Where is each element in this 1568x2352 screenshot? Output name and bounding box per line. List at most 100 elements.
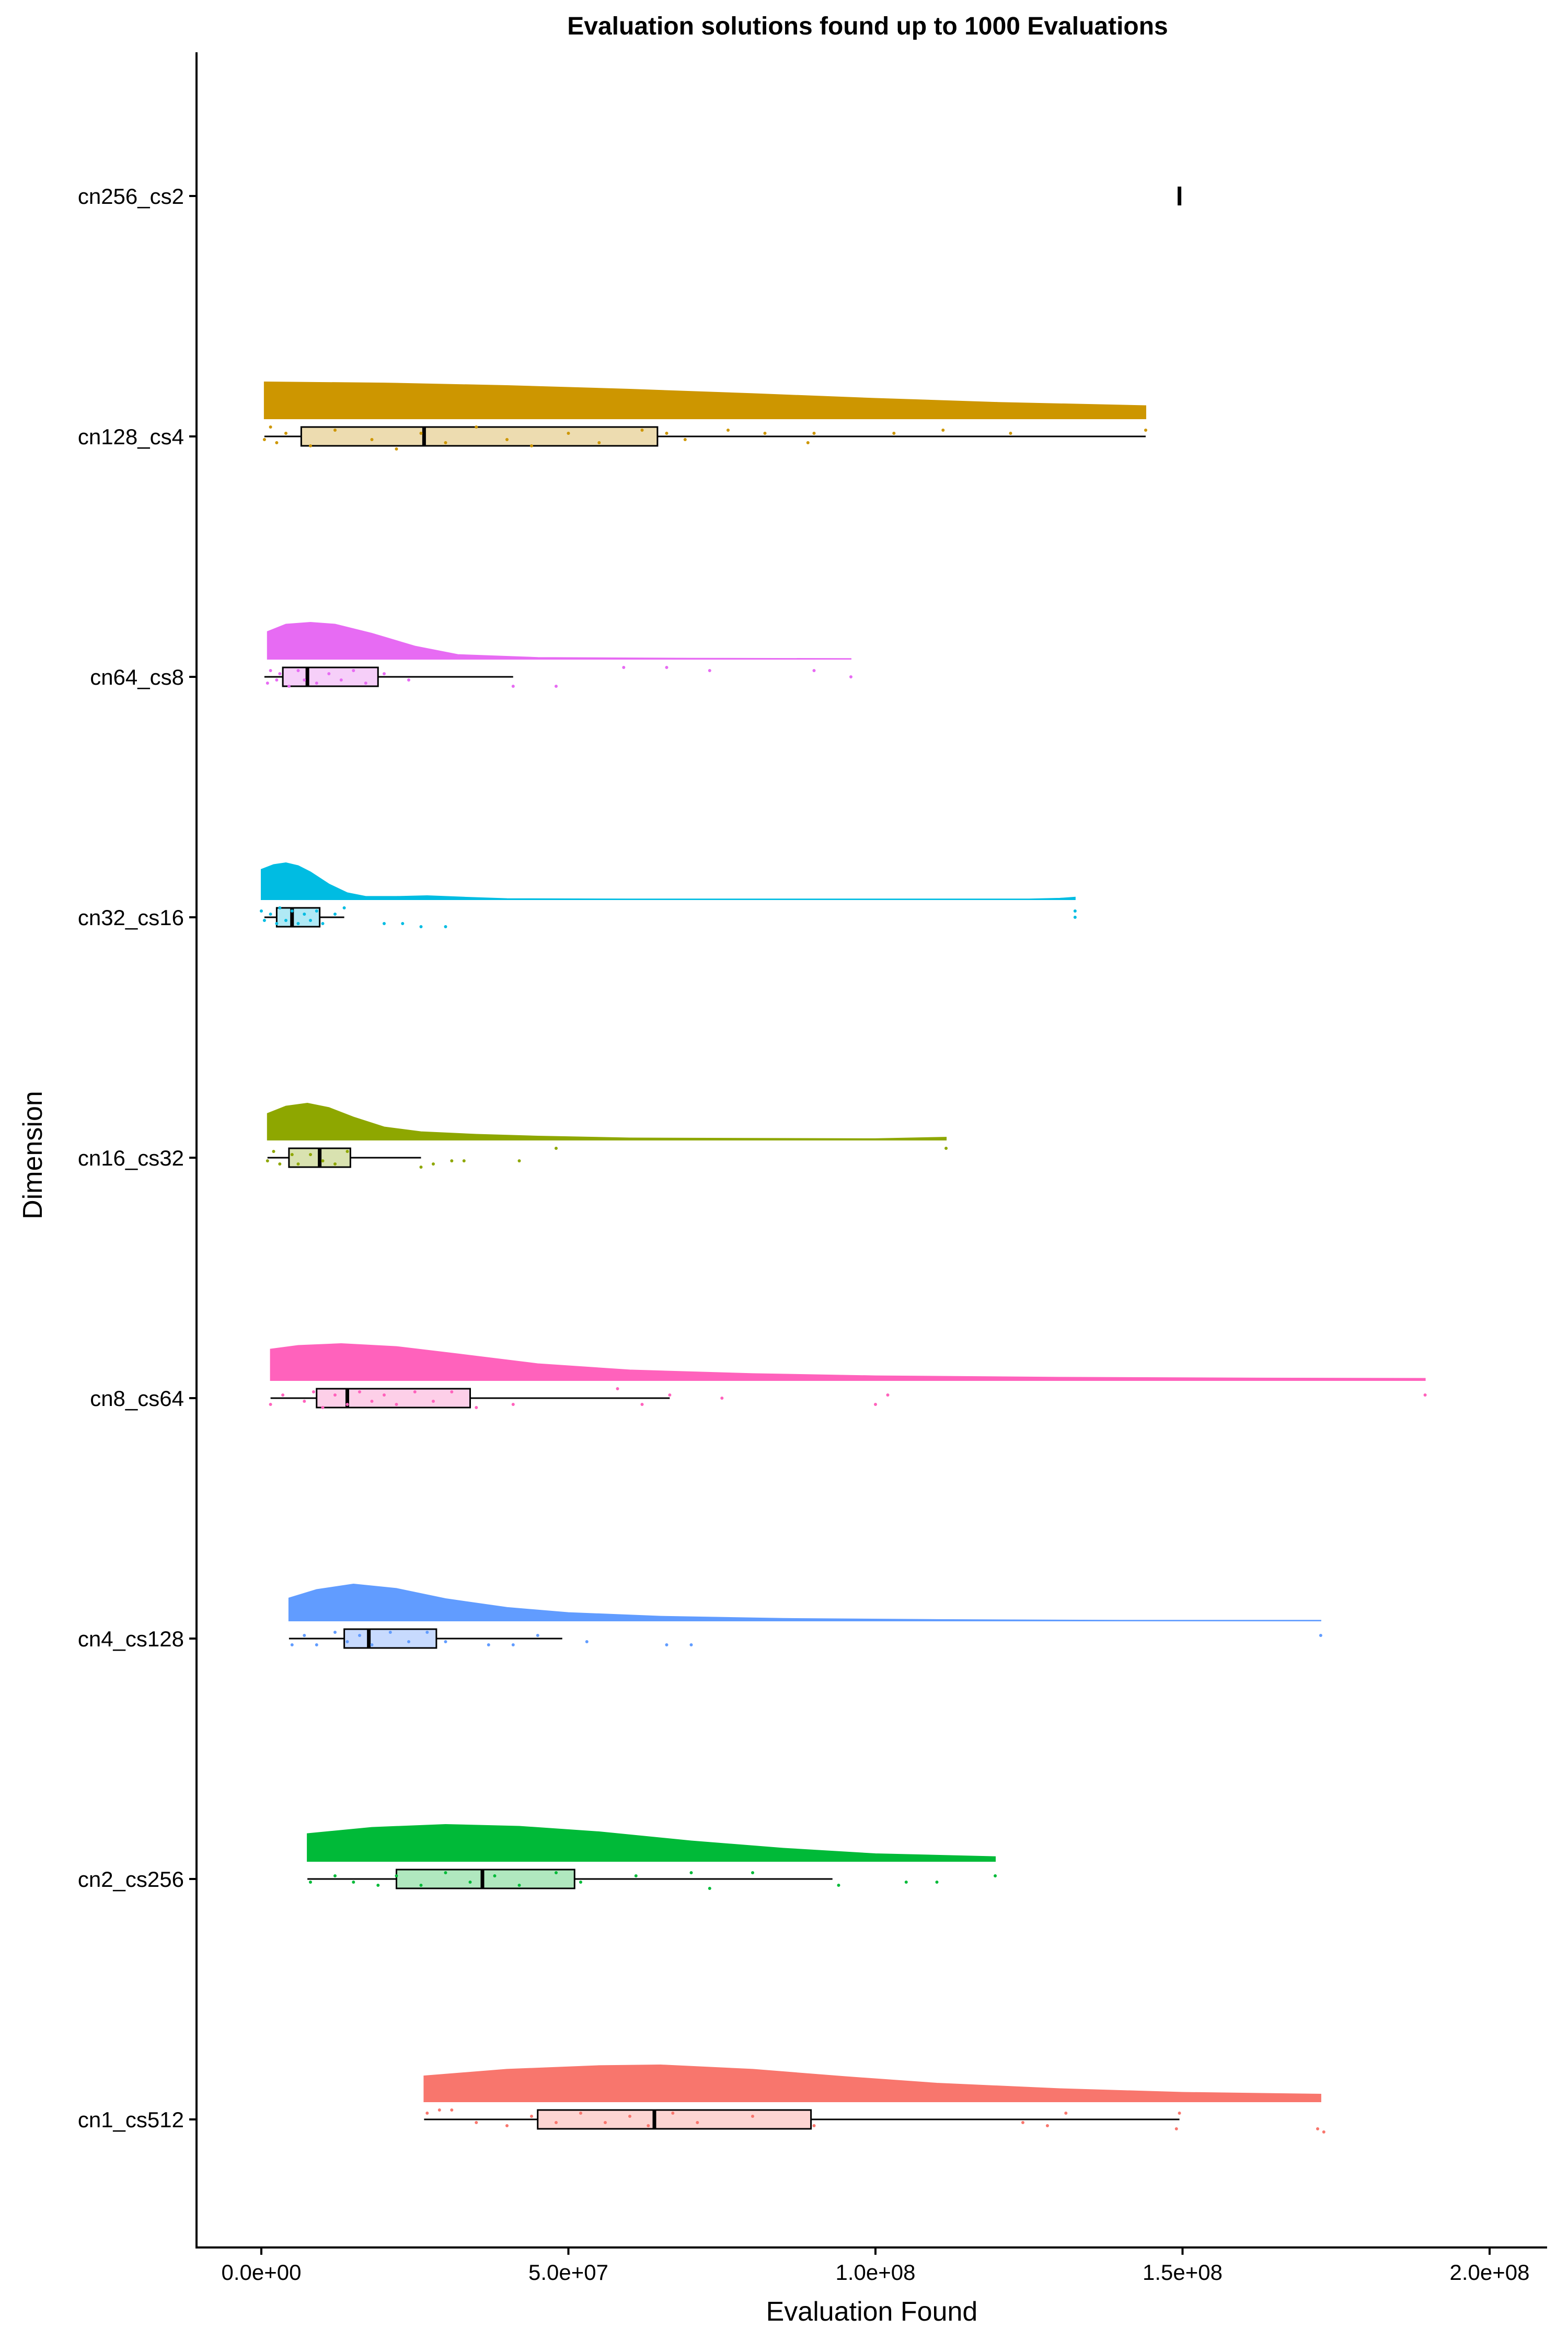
data-point	[269, 669, 272, 672]
data-point	[505, 438, 509, 441]
data-point	[462, 1159, 466, 1162]
data-point	[284, 432, 287, 435]
data-point	[345, 1640, 349, 1643]
data-point	[333, 913, 337, 916]
data-point	[262, 438, 266, 441]
series-cn64_cs8	[264, 621, 852, 688]
y-tick-label: cn256_cs2	[78, 184, 184, 209]
data-point	[333, 429, 337, 432]
series-cn32_cs16	[260, 862, 1077, 928]
data-point	[262, 919, 266, 922]
plot-area	[260, 187, 1427, 2134]
y-tick-label: cn16_cs32	[78, 1146, 184, 1170]
data-point	[505, 2124, 509, 2127]
data-point	[579, 1881, 582, 1884]
y-tick-label: cn2_cs256	[78, 1867, 184, 1892]
data-point	[388, 1631, 392, 1634]
data-point	[269, 425, 272, 429]
data-point	[401, 922, 405, 925]
data-point	[296, 1162, 300, 1166]
data-point	[309, 1881, 312, 1884]
density-cloud	[423, 2064, 1321, 2102]
series-cn2_cs256	[307, 1824, 997, 1890]
data-point	[407, 1640, 410, 1643]
x-axis-title: Evaluation Found	[766, 2297, 978, 2327]
data-point	[395, 447, 398, 451]
y-axis-ticks: cn256_cs2 cn128_cs4 cn64_cs8 cn32_cs16 cn16_…	[78, 184, 197, 2132]
data-point	[370, 1400, 374, 1403]
data-point	[555, 1871, 558, 1874]
series-cn1_cs512	[423, 2064, 1325, 2134]
data-point	[315, 909, 318, 913]
density-cloud	[267, 621, 851, 660]
data-point	[708, 1887, 711, 1890]
data-point	[837, 1884, 840, 1887]
y-tick-label: cn128_cs4	[78, 424, 184, 449]
data-point	[444, 1640, 447, 1643]
data-point	[622, 666, 626, 669]
x-tick-label: 1.0e+08	[836, 2260, 916, 2285]
data-point	[536, 1634, 539, 1637]
data-point	[668, 1393, 672, 1397]
data-point	[327, 672, 331, 675]
data-point	[812, 669, 816, 672]
data-point	[269, 1403, 272, 1406]
data-point	[284, 919, 287, 922]
data-point	[419, 925, 423, 928]
data-point	[567, 432, 570, 435]
data-point	[849, 675, 852, 678]
data-point	[370, 1643, 374, 1646]
data-point	[904, 1881, 908, 1884]
y-axis-title: Dimension	[18, 1091, 48, 1219]
data-point	[290, 1643, 294, 1646]
data-point	[1423, 1393, 1427, 1397]
data-point	[425, 2112, 429, 2115]
data-point	[260, 909, 263, 913]
y-tick-label: cn8_cs64	[90, 1386, 184, 1411]
y-tick-label: cn1_cs512	[78, 2107, 184, 2132]
data-point	[290, 1153, 294, 1156]
density-cloud	[261, 862, 1076, 900]
box-iqr	[316, 1388, 471, 1409]
data-point	[579, 2112, 582, 2115]
density-cloud	[263, 381, 1146, 419]
y-tick-label: cn32_cs16	[78, 905, 184, 930]
data-point	[364, 682, 367, 685]
data-point	[275, 922, 279, 925]
data-point	[296, 669, 300, 672]
data-point	[517, 1159, 521, 1162]
data-point	[487, 1643, 490, 1646]
data-point	[511, 1403, 515, 1406]
data-point	[1009, 432, 1012, 435]
data-point	[1073, 909, 1077, 913]
data-point	[555, 1147, 558, 1150]
data-point	[352, 669, 355, 672]
data-point	[720, 1397, 724, 1400]
box-iqr	[275, 907, 321, 928]
data-point	[278, 906, 282, 909]
data-point	[874, 1403, 877, 1406]
data-point	[342, 906, 346, 909]
data-point	[511, 1643, 515, 1646]
data-point	[425, 1631, 429, 1634]
x-tick-label: 5.0e+07	[528, 2260, 608, 2285]
data-point	[269, 913, 272, 916]
data-point	[812, 2124, 816, 2127]
data-point	[419, 432, 423, 435]
data-point	[994, 1874, 997, 1877]
data-point	[941, 429, 945, 432]
data-point	[432, 1400, 435, 1403]
data-point	[383, 1393, 386, 1397]
data-point	[450, 2108, 454, 2112]
data-point	[475, 2121, 478, 2124]
data-point	[1046, 2124, 1049, 2127]
data-point	[1316, 2127, 1319, 2130]
data-point	[1021, 2121, 1024, 2124]
data-point	[419, 1884, 423, 1887]
data-point	[763, 432, 767, 435]
data-point	[281, 1393, 285, 1397]
x-axis-ticks: 0.0e+00 5.0e+07 1.0e+08 1.5e+08 2.0e+08	[222, 2247, 1530, 2285]
data-point	[444, 441, 447, 444]
data-point	[395, 1403, 398, 1406]
